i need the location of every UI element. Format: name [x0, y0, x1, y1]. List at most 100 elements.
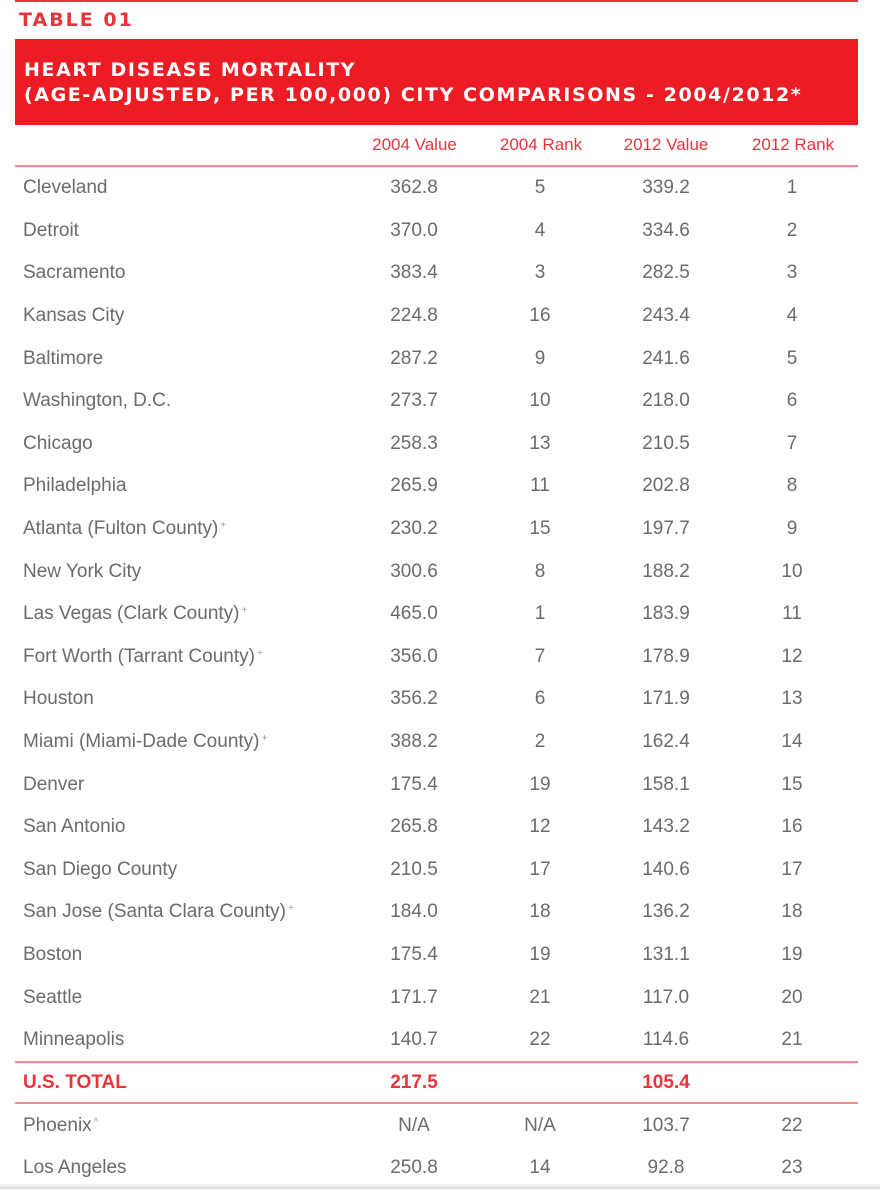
city-name: Baltimore	[23, 348, 103, 370]
rank-2004: 22	[529, 1029, 551, 1051]
rank-2012: 5	[786, 347, 798, 369]
city-name-text: Cleveland	[23, 177, 108, 199]
rank-2012: 11	[782, 603, 802, 625]
footnote-mark: +	[241, 605, 248, 617]
table-row: Boston 175.4 19 131.1 19	[15, 934, 858, 977]
rank-2012: 10	[781, 560, 803, 582]
rank-2012: 23	[781, 1157, 803, 1179]
table-row: Philadelphia 265.9 11 202.8 8	[15, 465, 858, 508]
footnote-mark: +	[220, 520, 227, 532]
city-name: Atlanta (Fulton County) +	[23, 518, 226, 540]
rank-2012: 9	[786, 518, 798, 540]
city-name-text: Houston	[23, 688, 94, 710]
city-name: Cleveland	[23, 177, 108, 199]
table-row: New York City 300.6 8 188.2 10	[15, 550, 858, 593]
city-name-text: Washington, D.C.	[23, 390, 172, 412]
city-name: Kansas City	[23, 305, 124, 327]
value-2012: 241.6	[642, 347, 690, 369]
city-name-text: Kansas City	[23, 305, 125, 327]
value-2004: 171.7	[390, 986, 438, 1008]
value-2004: 224.8	[390, 305, 438, 327]
rank-2012: 21	[781, 1029, 803, 1051]
city-name: Los Angeles	[23, 1157, 127, 1179]
rank-2012: 22	[781, 1114, 803, 1136]
top-rule	[15, 0, 858, 2]
city-name-text: Seattle	[23, 986, 83, 1008]
table-row: San Diego County 210.5 17 140.6 17	[15, 849, 858, 892]
city-name-text: San Antonio	[23, 816, 126, 838]
value-2004: 362.8	[390, 177, 438, 199]
rank-2004: 16	[529, 305, 551, 327]
rank-2012: 2	[786, 219, 798, 241]
city-name-text: San Diego County	[23, 858, 178, 880]
rank-2004: 10	[529, 390, 551, 412]
value-2012: 114.6	[642, 1029, 690, 1051]
value-2012: 171.9	[642, 688, 690, 710]
rank-2012: 13	[781, 688, 803, 710]
rank-2004: 11	[530, 475, 550, 497]
value-2012: 158.1	[642, 773, 690, 795]
value-2012: 218.0	[642, 390, 690, 412]
value-2004: N/A	[398, 1114, 430, 1136]
column-header-2004-value: 2004 Value	[372, 135, 457, 154]
rank-2012: 12	[781, 645, 803, 667]
value-2004: 265.9	[390, 475, 438, 497]
city-name: San Diego County	[23, 859, 177, 881]
value-2012: 143.2	[642, 816, 690, 838]
rank-2012: 14	[781, 731, 803, 753]
table-row: Seattle 171.7 21 117.0 20	[15, 976, 858, 1019]
rank-2012: 17	[781, 858, 803, 880]
us-total-row: U.S. TOTAL 217.5 105.4	[15, 1061, 858, 1105]
value-2012: 282.5	[642, 262, 690, 284]
value-2012: 243.4	[642, 305, 690, 327]
rank-2004: 3	[534, 262, 546, 284]
value-2004: 250.8	[390, 1157, 438, 1179]
city-name: New York City	[23, 561, 141, 583]
value-2012: 117.0	[642, 986, 690, 1008]
rank-2012: 4	[786, 305, 798, 327]
rank-2004: 5	[534, 177, 546, 199]
value-2012: 334.6	[642, 219, 690, 241]
table-row: Detroit 370.0 4 334.6 2	[15, 210, 858, 253]
table-row: Sacramento 383.4 3 282.5 3	[15, 252, 858, 295]
table-row: Fort Worth (Tarrant County) +356.0 7 178.9 1…	[15, 636, 858, 679]
rank-2004: N/A	[524, 1114, 556, 1136]
footnote-mark: ^	[93, 1116, 99, 1128]
table-row: Washington, D.C. 273.7 10 218.0 6	[15, 380, 858, 423]
city-name: Miami (Miami-Dade County) +	[23, 731, 267, 753]
rank-2004: 18	[529, 901, 551, 923]
table-row: Denver 175.4 19 158.1 15	[15, 763, 858, 806]
table-row: Chicago 258.3 13 210.5 7	[15, 423, 858, 466]
table-row: Cleveland 362.8 5 339.2 1	[15, 167, 858, 210]
footnote-mark: +	[287, 903, 294, 915]
value-2012: 92.8	[647, 1157, 685, 1179]
rank-2004: 21	[529, 986, 551, 1008]
city-name: Phoenix ^	[23, 1115, 98, 1137]
table-row: Phoenix ^ N/A N/A 103.7 22	[15, 1104, 858, 1147]
city-name-text: San Jose (Santa Clara County)	[23, 901, 286, 923]
column-header-2004-rank: 2004 Rank	[499, 135, 583, 154]
city-name-text: Sacramento	[23, 262, 126, 284]
value-2012: 188.2	[642, 560, 690, 582]
city-name-text: Denver	[23, 773, 85, 795]
city-name: Las Vegas (Clark County) +	[23, 603, 247, 625]
bottom-edge-shadow	[0, 1183, 880, 1189]
rank-2004: 19	[529, 773, 551, 795]
rank-2004: 4	[534, 219, 546, 241]
rank-2004: 19	[529, 943, 551, 965]
value-2004: 230.2	[390, 518, 438, 540]
value-2012: 178.9	[642, 645, 690, 667]
value-2004: 265.8	[390, 816, 438, 838]
city-name-text: Fort Worth (Tarrant County)	[23, 645, 255, 667]
total-2012-value: 105.4	[642, 1071, 690, 1093]
rank-2004: 1	[534, 603, 546, 625]
rank-2012: 6	[786, 390, 798, 412]
city-name: Detroit	[23, 220, 79, 242]
value-2012: 140.6	[642, 858, 690, 880]
table-row: Atlanta (Fulton County) +230.2 15 197.7 9	[15, 508, 858, 551]
table-row: San Antonio 265.8 12 143.2 16	[15, 806, 858, 849]
table-row: Miami (Miami-Dade County) +388.2 2 162.4 14	[15, 721, 858, 764]
city-name-text: Atlanta (Fulton County)	[23, 518, 219, 540]
rank-2004: 14	[529, 1157, 551, 1179]
rank-2012: 1	[786, 177, 798, 199]
